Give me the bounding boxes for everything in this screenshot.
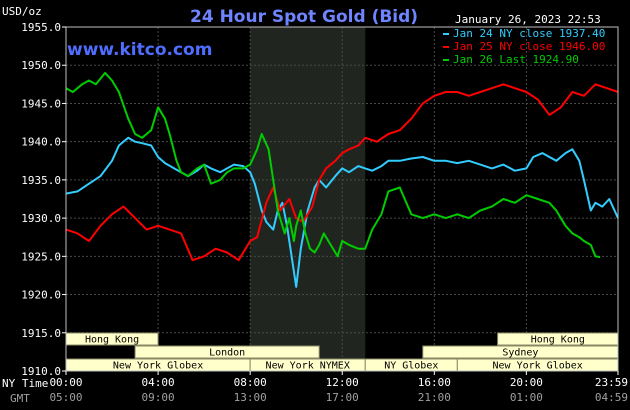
session-bar: [134, 345, 320, 359]
nymex-highlight-window: [250, 27, 366, 371]
x-tick-label-gmt: 21:00: [418, 391, 451, 404]
x-label-gmt: GMT: [10, 392, 30, 405]
y-axis-ticks: 1955.0 1950.0 1945.0 1940.0 1935.0 1930.0 1925…: [21, 21, 66, 378]
watermark-text: www.kitco.com: [67, 40, 212, 60]
x-axis-ticks: 00:00 05:00 04:00 09:00 08:00 13:00 12:00 17:00…: [49, 371, 628, 404]
y-tick-label: 1950.0: [21, 59, 61, 72]
y-tick-label: 1930.0: [21, 212, 61, 225]
x-tick-label-ny: 16:00: [418, 376, 451, 389]
y-tick-label: 1910.0: [21, 365, 61, 378]
x-tick-label-ny: 23:59: [595, 376, 628, 389]
y-tick-label: 1920.0: [21, 289, 61, 302]
series-layer: [65, 71, 619, 288]
legend-entry: Jan 25 NY close 1946.00: [453, 40, 605, 53]
legend-entry: Jan 26 Last 1924.90: [453, 53, 579, 66]
session-label: New York NYMEX: [266, 361, 350, 372]
chart-title: 24 Hour Spot Gold (Bid): [190, 7, 418, 27]
session-label: Hong Kong: [85, 335, 139, 346]
x-label-ny: NY Time: [2, 377, 48, 390]
sessions-layer: Hong Kong Hong Kong London Sydney New York G…: [65, 332, 619, 372]
y-tick-label: 1935.0: [21, 174, 61, 187]
y-tick-label: 1925.0: [21, 250, 61, 263]
x-tick-label-gmt: 17:00: [326, 391, 359, 404]
x-tick-label-ny: 12:00: [326, 376, 359, 389]
session-label: New York Globex: [493, 361, 583, 372]
session-label: Sydney: [502, 348, 538, 359]
x-tick-label-ny: 04:00: [142, 376, 175, 389]
x-tick-label-gmt: 09:00: [142, 391, 175, 404]
x-tick-label-ny: 08:00: [234, 376, 267, 389]
y-tick-label: 1955.0: [21, 21, 61, 34]
session-label: NY Globex: [384, 361, 438, 372]
y-tick-label: 1915.0: [21, 327, 61, 340]
y-tick-label: 1945.0: [21, 97, 61, 110]
series-line-2: [65, 83, 619, 262]
x-tick-label-ny: 00:00: [49, 376, 82, 389]
series-line-3: [65, 71, 601, 259]
series-line-1: [65, 136, 619, 288]
x-tick-label-gmt: 04:59: [595, 391, 628, 404]
x-tick-label-gmt: 01:00: [510, 391, 543, 404]
session-label: Hong Kong: [531, 335, 585, 346]
y-tick-label: 1940.0: [21, 136, 61, 149]
x-tick-label-ny: 20:00: [510, 376, 543, 389]
x-tick-label-gmt: 13:00: [234, 391, 267, 404]
x-tick-label-gmt: 05:00: [49, 391, 82, 404]
legend-entry: Jan 24 NY close 1937.40: [453, 27, 605, 40]
session-label: London: [209, 348, 245, 359]
y-unit-label: USD/oz: [2, 5, 42, 18]
date-label: January 26, 2023 22:53: [455, 13, 601, 26]
session-label: New York Globex: [113, 361, 203, 372]
